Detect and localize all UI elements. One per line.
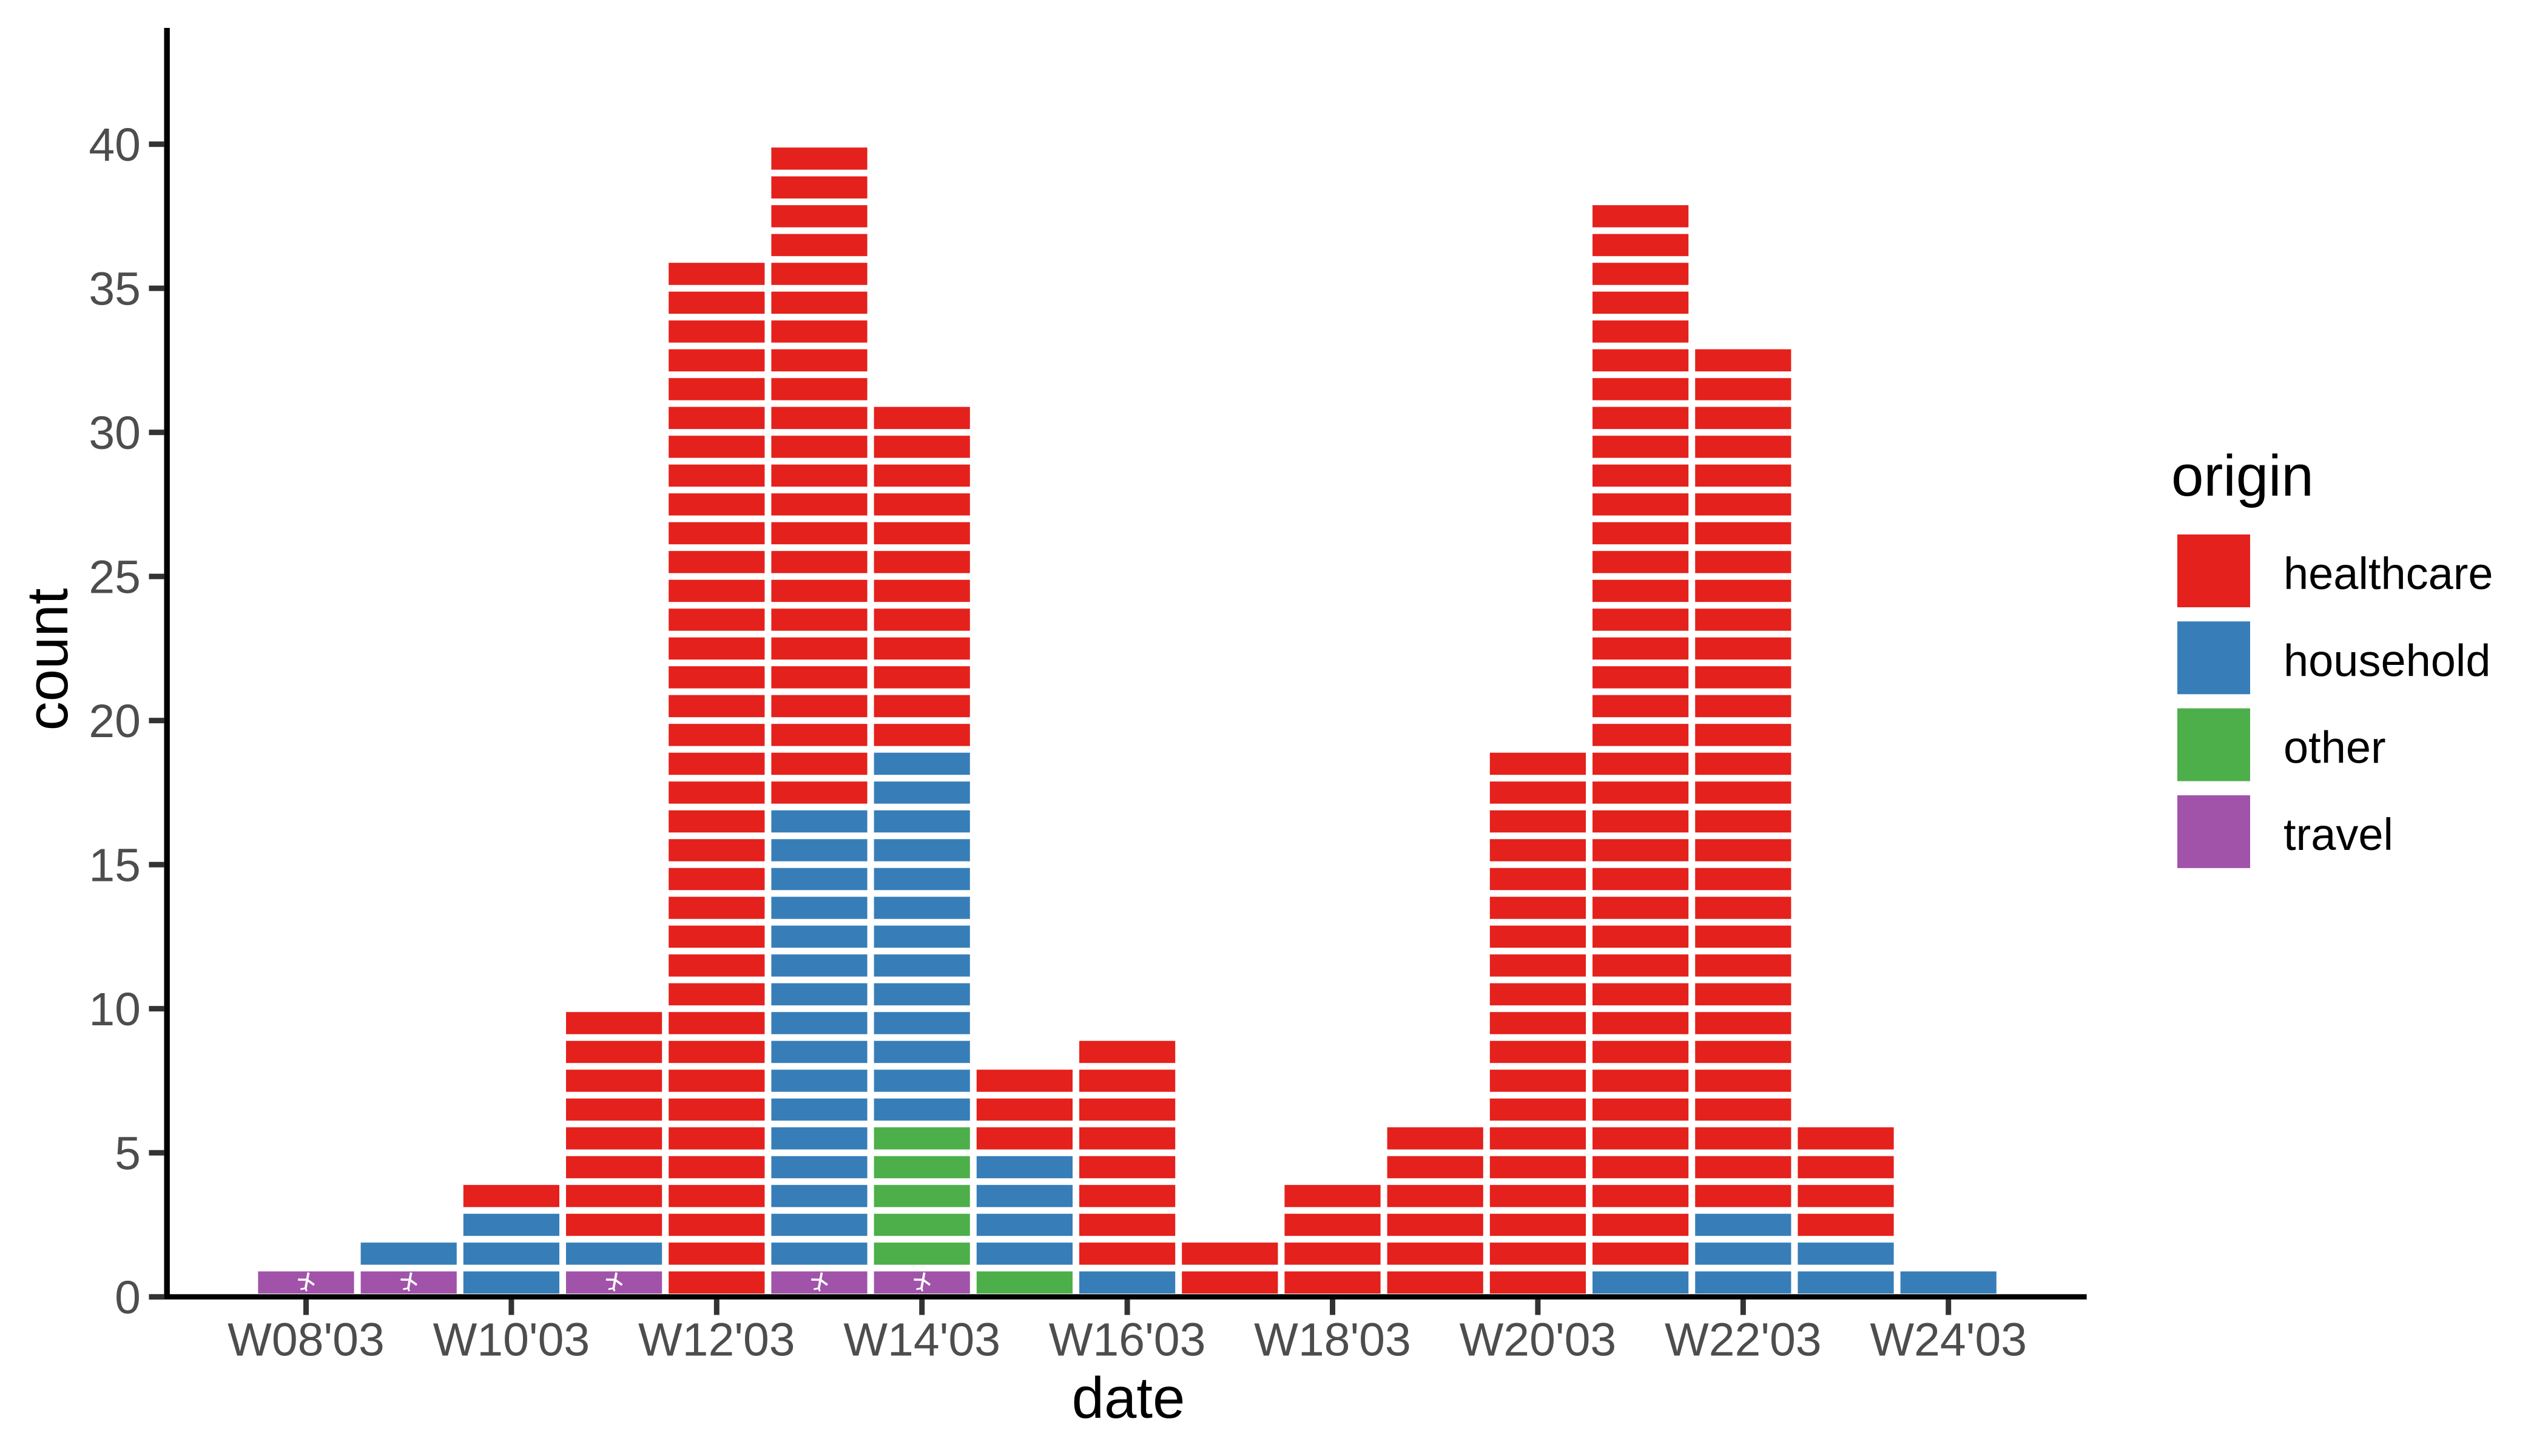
svg-text:count: count — [15, 588, 80, 731]
svg-text:other: other — [2283, 723, 2386, 773]
svg-text:W12'03: W12'03 — [638, 1314, 795, 1366]
svg-text:35: 35 — [89, 263, 141, 315]
svg-text:30: 30 — [89, 407, 141, 459]
svg-text:W24'03: W24'03 — [1870, 1314, 2027, 1366]
svg-text:W16'03: W16'03 — [1049, 1314, 1206, 1366]
svg-text:15: 15 — [89, 840, 141, 892]
svg-text:W22'03: W22'03 — [1665, 1314, 1822, 1366]
svg-text:W18'03: W18'03 — [1254, 1314, 1411, 1366]
svg-text:date: date — [1072, 1366, 1185, 1431]
svg-text:W08'03: W08'03 — [228, 1314, 385, 1366]
svg-text:40: 40 — [89, 119, 141, 171]
svg-text:healthcare: healthcare — [2283, 548, 2493, 599]
svg-text:10: 10 — [89, 983, 141, 1036]
svg-text:household: household — [2283, 635, 2491, 686]
svg-text:origin: origin — [2171, 443, 2314, 508]
svg-text:travel: travel — [2283, 809, 2393, 860]
svg-text:W10'03: W10'03 — [433, 1314, 590, 1366]
svg-text:0: 0 — [115, 1272, 141, 1324]
svg-text:W14'03: W14'03 — [843, 1314, 1000, 1366]
svg-text:W20'03: W20'03 — [1460, 1314, 1617, 1366]
svg-text:25: 25 — [89, 551, 141, 604]
svg-text:5: 5 — [115, 1128, 141, 1180]
svg-text:20: 20 — [89, 695, 141, 747]
